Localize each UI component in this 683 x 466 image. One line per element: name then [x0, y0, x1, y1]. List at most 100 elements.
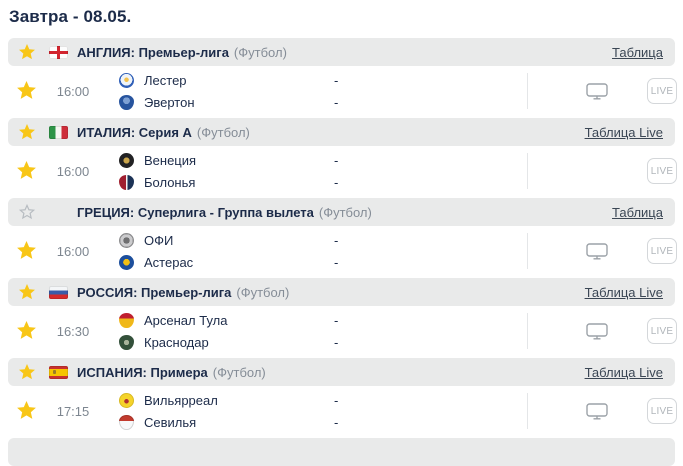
- match-row[interactable]: 16:00 Венеция - Болонья - LIVE: [8, 146, 677, 196]
- home-team-line: Венеция -: [119, 152, 527, 168]
- league-header: ГРЕЦИЯ: Суперлига - Группа вылета (Футбо…: [8, 198, 675, 226]
- favorite-star-icon[interactable]: [16, 401, 37, 421]
- section-russia: РОССИЯ: Премьер-лига (Футбол) Таблица Li…: [8, 278, 677, 356]
- league-header: ИСПАНИЯ: Примера (Футбол) Таблица Live: [8, 358, 675, 386]
- sport-label: (Футбол): [233, 44, 287, 60]
- home-team-line: ОФИ -: [119, 232, 527, 248]
- ofi-logo-icon: [119, 232, 134, 248]
- live-badge[interactable]: LIVE: [647, 238, 677, 264]
- home-team-name: Венеция: [144, 152, 197, 168]
- table-link[interactable]: Таблица Live: [584, 124, 663, 140]
- live-badge[interactable]: LIVE: [647, 158, 677, 184]
- home-team-score: -: [334, 392, 339, 408]
- favorite-star-outline-icon[interactable]: [18, 203, 36, 221]
- table-link[interactable]: Таблица: [612, 44, 663, 60]
- teams-block: Венеция - Болонья -: [119, 152, 527, 190]
- away-team-line: Краснодар -: [119, 334, 527, 350]
- home-team-score: -: [334, 152, 339, 168]
- teams-block: Арсенал Тула - Краснодар -: [119, 312, 527, 350]
- section-greece: ГРЕЦИЯ: Суперлига - Группа вылета (Футбо…: [8, 198, 677, 276]
- row-divider: [527, 73, 528, 109]
- home-team-name: Лестер: [144, 72, 187, 88]
- venezia-logo-icon: [119, 152, 134, 168]
- favorite-star-icon[interactable]: [18, 363, 36, 381]
- league-title[interactable]: ИТАЛИЯ: Серия А: [77, 124, 192, 140]
- villarreal-logo-icon: [119, 392, 134, 408]
- table-link[interactable]: Таблица Live: [584, 284, 663, 300]
- bologna-logo-icon: [119, 174, 134, 190]
- favorite-star-icon[interactable]: [18, 283, 36, 301]
- krasnodar-logo-icon: [119, 334, 134, 350]
- home-team-score: -: [334, 72, 339, 88]
- match-row[interactable]: 16:30 Арсенал Тула - Краснодар - LIVE: [8, 306, 677, 356]
- page-title: Завтра - 08.05.: [9, 7, 132, 26]
- away-team-line: Севилья -: [119, 414, 527, 430]
- home-team-name: ОФИ: [144, 232, 174, 248]
- live-badge[interactable]: LIVE: [647, 318, 677, 344]
- live-badge[interactable]: LIVE: [647, 78, 677, 104]
- next-league-header-partial: [8, 438, 675, 466]
- asteras-logo-icon: [119, 254, 134, 270]
- match-time: 16:00: [56, 163, 90, 179]
- away-team-score: -: [334, 254, 339, 270]
- home-team-line: Лестер -: [119, 72, 527, 88]
- league-title[interactable]: ГРЕЦИЯ: Суперлига - Группа вылета: [77, 204, 314, 220]
- away-team-score: -: [334, 334, 339, 350]
- arsenal-tula-logo-icon: [119, 312, 134, 328]
- favorite-star-icon[interactable]: [18, 43, 36, 61]
- england-flag-icon: [49, 45, 68, 59]
- section-spain: ИСПАНИЯ: Примера (Футбол) Таблица Live 1…: [8, 358, 677, 436]
- away-team-score: -: [334, 414, 339, 430]
- favorite-star-icon[interactable]: [18, 123, 36, 141]
- favorite-star-icon[interactable]: [16, 321, 37, 341]
- russia-flag-icon: [49, 285, 68, 299]
- match-row[interactable]: 17:15 Вильярреал - Севилья - LIVE: [8, 386, 677, 436]
- match-time: 16:00: [56, 243, 90, 259]
- favorite-star-icon[interactable]: [16, 241, 37, 261]
- away-team-name: Эвертон: [144, 94, 195, 110]
- sevilla-logo-icon: [119, 414, 134, 430]
- sport-label: (Футбол): [236, 284, 290, 300]
- italy-flag-icon: [49, 125, 68, 139]
- league-title[interactable]: ИСПАНИЯ: Примера: [77, 364, 208, 380]
- favorite-star-icon[interactable]: [16, 81, 37, 101]
- table-link[interactable]: Таблица Live: [584, 364, 663, 380]
- match-time: 17:15: [56, 403, 90, 419]
- section-england: АНГЛИЯ: Премьер-лига (Футбол) Таблица 16…: [8, 38, 677, 116]
- sport-label: (Футбол): [212, 364, 266, 380]
- league-header: РОССИЯ: Премьер-лига (Футбол) Таблица Li…: [8, 278, 675, 306]
- away-team-line: Болонья -: [119, 174, 527, 190]
- away-team-name: Болонья: [144, 174, 196, 190]
- away-team-line: Астерас -: [119, 254, 527, 270]
- match-time: 16:00: [56, 83, 90, 99]
- home-team-line: Вильярреал -: [119, 392, 527, 408]
- spain-flag-icon: [49, 365, 68, 379]
- monitor-icon: [586, 322, 608, 340]
- home-team-score: -: [334, 232, 339, 248]
- monitor-icon: [586, 402, 608, 420]
- away-team-name: Краснодар: [144, 334, 209, 350]
- row-divider: [527, 393, 528, 429]
- sport-label: (Футбол): [196, 124, 250, 140]
- table-link[interactable]: Таблица: [612, 204, 663, 220]
- home-team-name: Арсенал Тула: [144, 312, 228, 328]
- row-divider: [527, 233, 528, 269]
- away-team-name: Астерас: [144, 254, 194, 270]
- monitor-icon: [586, 242, 608, 260]
- sport-label: (Футбол): [318, 204, 372, 220]
- teams-block: Вильярреал - Севилья -: [119, 392, 527, 430]
- league-title[interactable]: РОССИЯ: Премьер-лига: [77, 284, 232, 300]
- away-team-score: -: [334, 94, 339, 110]
- match-row[interactable]: 16:00 Лестер - Эвертон - LIVE: [8, 66, 677, 116]
- match-row[interactable]: 16:00 ОФИ - Астерас - LIVE: [8, 226, 677, 276]
- live-badge[interactable]: LIVE: [647, 398, 677, 424]
- away-team-name: Севилья: [144, 414, 197, 430]
- league-header: АНГЛИЯ: Премьер-лига (Футбол) Таблица: [8, 38, 675, 66]
- favorite-star-icon[interactable]: [16, 161, 37, 181]
- row-divider: [527, 153, 528, 189]
- league-title[interactable]: АНГЛИЯ: Премьер-лига: [77, 44, 229, 60]
- row-divider: [527, 313, 528, 349]
- teams-block: Лестер - Эвертон -: [119, 72, 527, 110]
- match-time: 16:30: [56, 323, 90, 339]
